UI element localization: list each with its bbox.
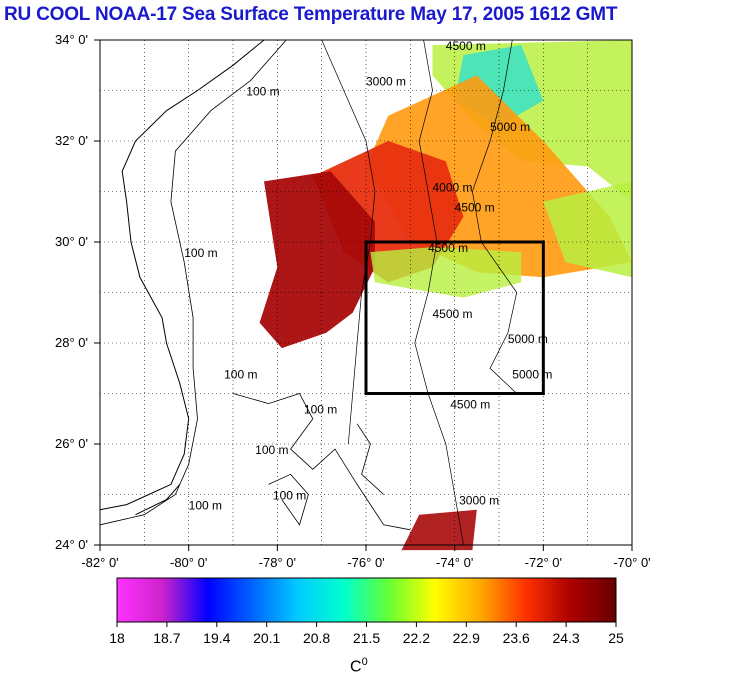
contour-label: 100 m — [189, 499, 222, 513]
contour-label: 5000 m — [490, 120, 530, 134]
lon-tick-label: -82° 0' — [81, 555, 119, 570]
lat-tick-label: 32° 0' — [55, 133, 88, 148]
sst-patch-cool-band — [370, 247, 522, 298]
lon-tick-label: -80° 0' — [170, 555, 208, 570]
lon-tick-label: -70° 0' — [613, 555, 651, 570]
lat-tick-label: 28° 0' — [55, 335, 88, 350]
lat-tick-label: 30° 0' — [55, 234, 88, 249]
coastline-carolina — [121, 39, 265, 202]
isobath-100m — [99, 39, 287, 526]
coastline-florida — [99, 201, 190, 511]
contour-label: 100 m — [255, 443, 288, 457]
lat-tick-label: 24° 0' — [55, 537, 88, 552]
contour-label: 100 m — [304, 403, 337, 417]
contour-label: 3000 m — [459, 494, 499, 508]
colorbar-tick-label: 18 — [109, 630, 125, 646]
lat-tick-label: 26° 0' — [55, 436, 88, 451]
contour-label: 4500 m — [450, 398, 490, 412]
colorbar-unit-sup: 0 — [361, 656, 368, 668]
florida-keys — [135, 484, 181, 516]
colorbar-tick-label: 23.6 — [502, 630, 530, 646]
isobath-4500m — [414, 39, 464, 546]
colorbar-tick-label: 21.5 — [352, 630, 381, 646]
lon-tick-label: -74° 0' — [436, 555, 474, 570]
colorbar-tick-label: 19.4 — [203, 630, 231, 646]
colorbar-unit: C0 — [350, 656, 368, 676]
contour-label: 4000 m — [433, 181, 473, 195]
colorbar-tick-label: 22.2 — [402, 630, 431, 646]
study-area-box — [364, 240, 545, 395]
lat-tick-label: 34° 0' — [55, 32, 88, 47]
colorbar-tick-label: 18.7 — [153, 630, 181, 646]
colorbar-tick-label: 20.1 — [253, 630, 281, 646]
sst-patch-warm-core — [259, 171, 375, 349]
colorbar-tick-label: 24.3 — [552, 630, 580, 646]
lon-tick-label: -72° 0' — [524, 555, 562, 570]
colorbar — [116, 577, 617, 623]
contour-label: 100 m — [246, 85, 279, 99]
sst-patch-cool-east — [543, 181, 632, 278]
colorbar-tick-label: 20.8 — [302, 630, 331, 646]
contour-label: 4500 m — [446, 39, 486, 53]
colorbar-tick-label: 22.9 — [452, 630, 480, 646]
bahamas-bank — [232, 393, 411, 531]
lon-tick-label: -78° 0' — [258, 555, 296, 570]
colorbar-tick-label: 25 — [608, 630, 624, 646]
contour-label: 4500 m — [455, 201, 495, 215]
lon-tick-label: -76° 0' — [347, 555, 385, 570]
contour-label: 5000 m — [512, 367, 552, 381]
eleuthera-bank — [356, 423, 384, 495]
andros-bank — [268, 473, 309, 526]
contour-label: 3000 m — [366, 74, 406, 88]
colorbar-unit-text: C — [350, 658, 362, 676]
contour-label: 100 m — [184, 246, 217, 260]
contour-label: 100 m — [273, 489, 306, 503]
contour-label: 100 m — [224, 367, 257, 381]
map-title: RU COOL NOAA-17 Sea Surface Temperature … — [4, 4, 618, 25]
contour-label: 4500 m — [433, 307, 473, 321]
contour-label: 5000 m — [508, 332, 548, 346]
contour-label: 4500 m — [428, 241, 468, 255]
sst-patch-south — [401, 509, 477, 551]
